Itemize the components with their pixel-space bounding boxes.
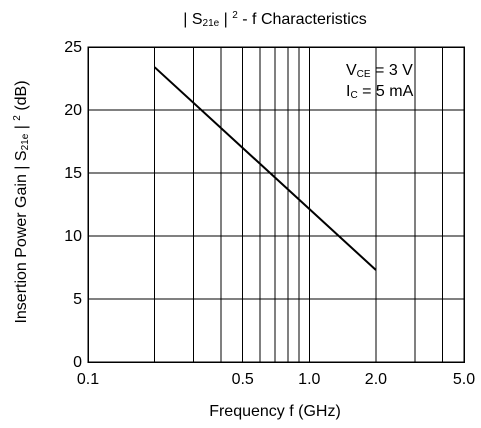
annotation-vce: VCE = 3 V [346,62,413,80]
y-tick-label: 25 [64,39,82,56]
chart-title: | S21e | 2 - f Characteristics [183,10,367,29]
x-tick-label: 0.5 [232,371,254,388]
y-tick-label: 5 [73,291,82,308]
x-axis-label: Frequency f (GHz) [209,403,341,420]
grid [88,47,464,362]
y-tick-label: 15 [64,165,82,182]
y-tick-label: 0 [73,354,82,371]
x-tick-label: 2.0 [365,371,387,388]
x-tick-label: 5.0 [453,371,475,388]
x-tick-label: 1.0 [298,371,320,388]
y-axis-label: Insertion Power Gain | S21e | 2 (dB) [12,80,31,323]
series-group [153,66,377,271]
x-tick-label: 0.1 [77,371,99,388]
series-line [153,66,377,271]
y-tick-label: 10 [64,228,82,245]
annotation-ic: IC = 5 mA [346,83,414,101]
plot-border [87,46,465,363]
plot-frame [87,46,465,363]
tick-labels: 0.1 0.5 1.0 2.0 5.0 0 5 10 15 20 25 [64,39,475,388]
y-tick-label: 20 [64,102,82,119]
